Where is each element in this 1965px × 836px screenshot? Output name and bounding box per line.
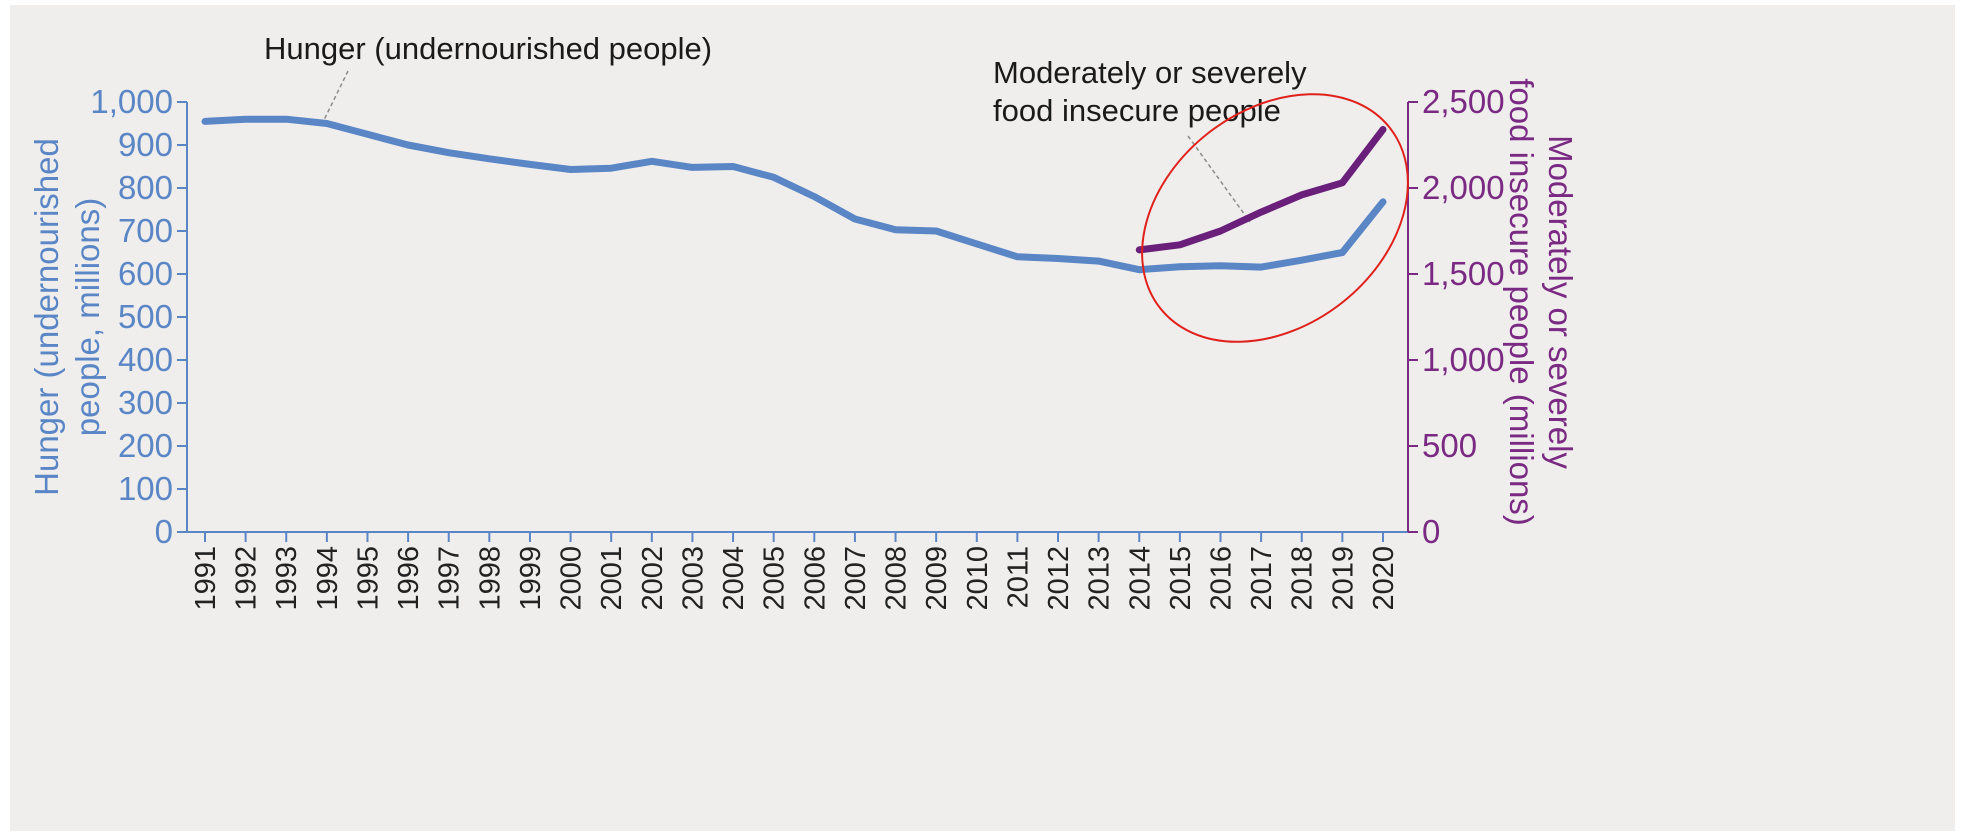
hunger-annotation-leader [322,70,349,123]
right-axis-tick-label: 1,000 [1422,341,1505,378]
x-axis-tick-label: 2000 [556,546,588,611]
food-insecure-annotation-leader [1187,135,1251,223]
x-axis-ticks: 1991 1992 1993 1994 1995 1996 1997 1998 1999 2000… [190,532,1400,611]
x-axis-tick-label: 1993 [271,546,303,611]
x-axis-tick-label: 2009 [921,546,953,611]
left-axis-tick-label: 800 [118,169,173,206]
x-axis-tick-label: 1994 [312,546,344,611]
x-axis-tick-label: 2018 [1287,546,1319,611]
x-axis-tick-label: 2016 [1206,546,1238,611]
left-axis-title-line-2: people, millions) [69,198,106,436]
right-axis-tick-label: 500 [1422,427,1477,464]
hunger-annotation-label: Hunger (undernourished people) [264,31,712,66]
left-axis-tick-label: 200 [118,427,173,464]
x-axis-tick-label: 2020 [1368,546,1400,611]
right-axis-ticks: 0 500 1,000 1,500 2,000 2,500 [1408,83,1505,550]
left-axis-ticks: 0 100 200 300 400 500 600 700 800 900 1,000 [90,83,187,550]
x-axis-tick-label: 1992 [231,546,263,611]
x-axis-tick-label: 1998 [474,546,506,611]
x-axis-tick-label: 2001 [596,546,628,611]
right-axis-tick-label: 2,500 [1422,83,1505,120]
series-line-food-insecure [1135,126,1387,254]
left-axis-tick-label: 400 [118,341,173,378]
food-insecure-annotation-line-1: Moderately or severely [993,55,1307,90]
x-axis-tick-label: 2013 [1084,546,1116,611]
x-axis-tick-label: 2015 [1165,546,1197,611]
left-axis-tick-label: 100 [118,470,173,507]
x-axis-tick-label: 1997 [434,546,466,611]
left-axis-tick-label: 1,000 [90,83,173,120]
x-axis-tick-label: 2008 [881,546,913,611]
chart-panel [10,5,1955,831]
x-axis-tick-label: 2002 [637,546,669,611]
right-axis-tick-label: 0 [1422,513,1440,550]
left-axis-tick-label: 600 [118,255,173,292]
x-axis-tick-label: 2019 [1327,546,1359,611]
highlight-ellipse [1141,93,1409,343]
food-insecure-annotation-line-2: food insecure people [993,93,1281,128]
x-axis-tick-label: 2017 [1246,546,1278,611]
right-axis-title-line-2: food insecure people (millions) [1503,78,1540,526]
x-axis-tick-label: 2006 [799,546,831,611]
right-axis-tick-label: 1,500 [1422,255,1505,292]
x-axis-tick-label: 1996 [393,546,425,611]
left-axis-tick-label: 300 [118,384,173,421]
x-axis-tick-label: 2012 [1043,546,1075,611]
x-axis-tick-label: 2005 [759,546,791,611]
left-axis-tick-label: 500 [118,298,173,335]
right-axis-title-line-1: Moderately or severely [1542,135,1579,469]
left-axis-tick-label: 0 [155,513,173,550]
x-axis-tick-label: 2004 [718,546,750,611]
x-axis-tick-label: 2003 [677,546,709,611]
x-axis-tick-label: 2007 [840,546,872,611]
x-axis-tick-label: 1995 [352,546,384,611]
right-axis-tick-label: 2,000 [1422,169,1505,206]
series-line-hunger [201,115,1387,274]
x-axis-tick-label: 2010 [962,546,994,611]
x-axis-tick-label: 1999 [515,546,547,611]
x-axis-tick-label: 1991 [190,546,222,611]
x-axis-tick-label: 2014 [1124,546,1156,611]
x-axis-tick-label: 2011 [1002,546,1034,608]
left-axis-tick-label: 700 [118,212,173,249]
left-axis-tick-label: 900 [118,126,173,163]
left-axis-title-line-1: Hunger (undernourished [28,138,65,496]
